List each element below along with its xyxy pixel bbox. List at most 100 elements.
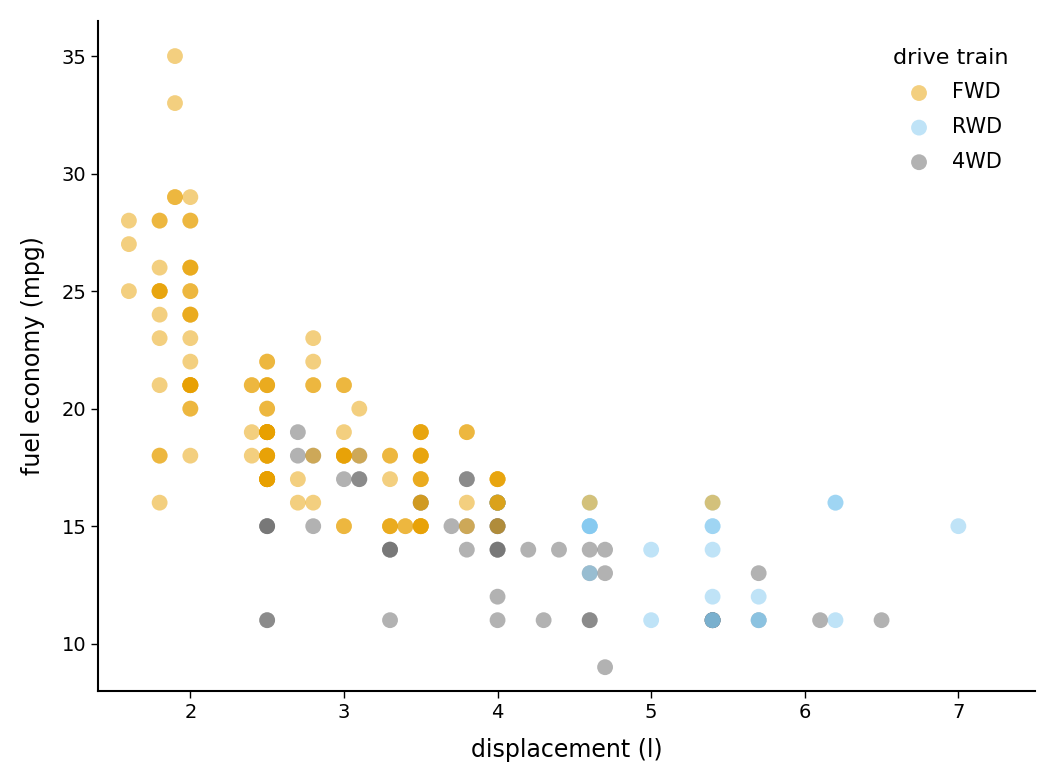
Point	[412, 520, 429, 532]
Point	[489, 496, 506, 509]
Point	[581, 520, 598, 532]
Point	[259, 473, 276, 485]
Point	[182, 309, 199, 321]
Point	[336, 449, 353, 462]
Point	[412, 496, 429, 509]
Point	[305, 449, 322, 462]
Point	[489, 496, 506, 509]
Point	[259, 426, 276, 438]
Point	[259, 355, 276, 368]
Point	[489, 543, 506, 556]
Point	[336, 449, 353, 462]
Point	[704, 590, 721, 603]
Point	[259, 449, 276, 462]
Point	[581, 520, 598, 532]
Point	[597, 661, 614, 673]
Point	[259, 426, 276, 438]
Point	[336, 520, 353, 532]
Point	[259, 473, 276, 485]
Point	[458, 496, 475, 509]
Point	[750, 590, 767, 603]
Point	[120, 285, 137, 298]
Point	[381, 543, 398, 556]
Point	[489, 614, 506, 626]
Point	[289, 496, 306, 509]
Point	[581, 614, 598, 626]
Point	[704, 614, 721, 626]
Point	[412, 520, 429, 532]
Point	[305, 379, 322, 392]
Point	[151, 285, 168, 298]
Point	[750, 614, 767, 626]
Point	[458, 520, 475, 532]
Point	[412, 520, 429, 532]
Point	[151, 309, 168, 321]
Point	[305, 496, 322, 509]
Point	[704, 614, 721, 626]
Point	[581, 614, 598, 626]
Point	[704, 496, 721, 509]
Point	[489, 520, 506, 532]
Point	[182, 379, 199, 392]
Point	[444, 520, 460, 532]
Point	[151, 379, 168, 392]
Point	[259, 473, 276, 485]
Point	[535, 614, 552, 626]
Point	[259, 426, 276, 438]
Point	[412, 496, 429, 509]
Point	[412, 449, 429, 462]
Point	[151, 215, 168, 227]
Point	[489, 520, 506, 532]
Point	[151, 285, 168, 298]
Point	[182, 309, 199, 321]
Point	[489, 496, 506, 509]
Point	[336, 379, 353, 392]
Point	[412, 473, 429, 485]
Point	[489, 496, 506, 509]
Point	[182, 215, 199, 227]
Point	[259, 426, 276, 438]
Point	[412, 473, 429, 485]
Point	[259, 473, 276, 485]
Point	[167, 191, 184, 204]
Point	[381, 520, 398, 532]
Point	[750, 614, 767, 626]
Point	[381, 520, 398, 532]
Point	[489, 473, 506, 485]
Point	[458, 473, 475, 485]
Point	[704, 614, 721, 626]
Point	[259, 402, 276, 415]
Point	[412, 426, 429, 438]
Point	[120, 215, 137, 227]
Point	[489, 473, 506, 485]
Point	[182, 285, 199, 298]
Point	[259, 614, 276, 626]
Point	[259, 426, 276, 438]
Point	[243, 426, 260, 438]
Point	[412, 449, 429, 462]
Point	[182, 449, 199, 462]
Point	[458, 473, 475, 485]
Point	[151, 496, 168, 509]
Point	[643, 614, 660, 626]
Point	[259, 426, 276, 438]
Point	[182, 379, 199, 392]
Point	[704, 543, 721, 556]
Point	[182, 309, 199, 321]
Point	[489, 496, 506, 509]
Point	[259, 426, 276, 438]
Point	[489, 496, 506, 509]
Point	[182, 379, 199, 392]
Point	[259, 473, 276, 485]
Point	[259, 473, 276, 485]
Point	[182, 379, 199, 392]
Point	[182, 355, 199, 368]
Point	[289, 449, 306, 462]
Point	[167, 191, 184, 204]
Point	[259, 520, 276, 532]
Point	[873, 614, 890, 626]
Y-axis label: fuel economy (mpg): fuel economy (mpg)	[21, 236, 44, 475]
Point	[305, 379, 322, 392]
Point	[336, 473, 353, 485]
Point	[704, 614, 721, 626]
